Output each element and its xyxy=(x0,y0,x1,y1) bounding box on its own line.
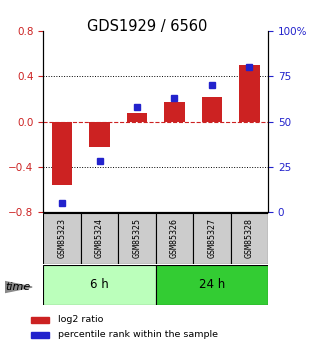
FancyBboxPatch shape xyxy=(156,213,193,264)
Bar xyxy=(202,97,222,122)
FancyBboxPatch shape xyxy=(193,213,230,264)
Bar xyxy=(31,317,49,323)
Text: GSM85325: GSM85325 xyxy=(133,218,142,258)
FancyBboxPatch shape xyxy=(43,265,156,305)
FancyBboxPatch shape xyxy=(118,213,156,264)
Text: GSM85328: GSM85328 xyxy=(245,218,254,258)
Bar xyxy=(31,332,49,338)
Text: time: time xyxy=(5,282,30,292)
Bar xyxy=(239,65,260,122)
FancyBboxPatch shape xyxy=(156,265,268,305)
Text: percentile rank within the sample: percentile rank within the sample xyxy=(58,330,218,339)
Bar xyxy=(52,122,72,185)
Bar xyxy=(127,112,147,122)
Text: GSM85323: GSM85323 xyxy=(57,218,66,258)
Text: GDS1929 / 6560: GDS1929 / 6560 xyxy=(87,19,208,34)
Text: 24 h: 24 h xyxy=(199,278,225,292)
Text: 6 h: 6 h xyxy=(90,278,109,292)
FancyBboxPatch shape xyxy=(230,213,268,264)
Text: log2 ratio: log2 ratio xyxy=(58,315,103,324)
Bar xyxy=(89,122,110,147)
Text: GSM85326: GSM85326 xyxy=(170,218,179,258)
Bar xyxy=(164,102,185,122)
Polygon shape xyxy=(5,282,32,293)
Text: GSM85327: GSM85327 xyxy=(207,218,216,258)
FancyBboxPatch shape xyxy=(81,213,118,264)
Text: GSM85324: GSM85324 xyxy=(95,218,104,258)
FancyBboxPatch shape xyxy=(43,213,81,264)
